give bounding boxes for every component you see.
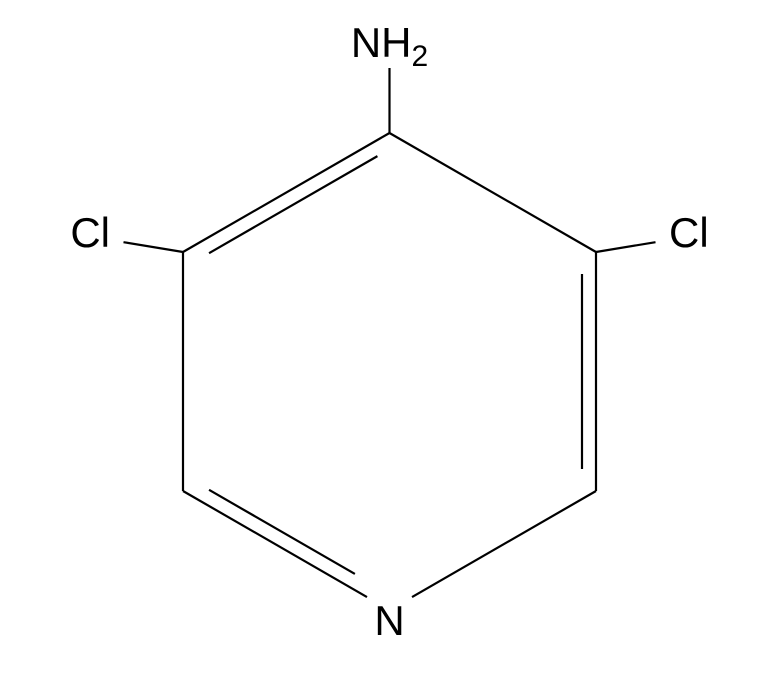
atom-label-N_ring: N	[374, 597, 404, 644]
bond-C6-N_ring-inner	[209, 490, 355, 574]
bond-C3-Cl_r	[596, 242, 656, 252]
atom-label-N_amine: NH2	[351, 19, 428, 73]
bond-C6-N_ring	[183, 491, 367, 597]
bond-C3-C4	[390, 133, 597, 252]
chemical-structure-diagram: N NH2 Cl Cl	[0, 0, 779, 677]
bond-C5-Cl_l	[123, 242, 183, 252]
bond-C4-C5-inner	[209, 156, 377, 253]
atom-label-Cl_r: Cl	[669, 209, 709, 256]
bond-N_ring-C2	[412, 491, 596, 597]
atom-label-Cl_l: Cl	[70, 209, 110, 256]
bond-C4-C5	[183, 133, 390, 252]
